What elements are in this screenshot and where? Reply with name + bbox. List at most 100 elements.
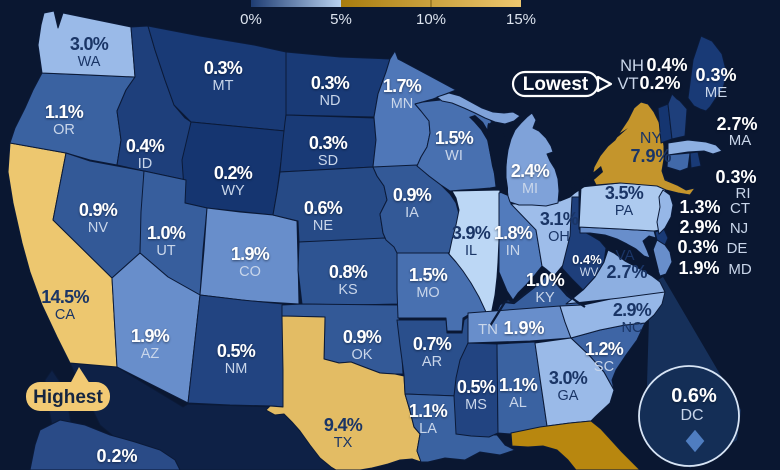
svg-text:1.1%: 1.1%: [499, 375, 538, 395]
svg-text:CA: CA: [55, 307, 75, 323]
svg-text:AZ: AZ: [141, 346, 160, 362]
svg-text:ID: ID: [138, 156, 153, 172]
svg-text:0.3%: 0.3%: [204, 58, 243, 78]
svg-text:Lowest: Lowest: [523, 74, 589, 95]
svg-text:0.2%: 0.2%: [96, 446, 137, 466]
svg-text:15%: 15%: [506, 11, 536, 28]
svg-text:0.4%: 0.4%: [646, 55, 687, 75]
svg-text:AR: AR: [422, 354, 442, 370]
svg-text:0.4%: 0.4%: [572, 252, 602, 267]
svg-text:NJ: NJ: [730, 220, 748, 237]
svg-text:UT: UT: [156, 243, 175, 259]
svg-text:14.5%: 14.5%: [41, 287, 89, 307]
svg-text:DC: DC: [680, 407, 703, 424]
svg-text:PA: PA: [615, 203, 634, 219]
svg-text:NH: NH: [620, 57, 644, 75]
svg-text:ME: ME: [705, 84, 728, 101]
svg-text:1.9%: 1.9%: [131, 326, 170, 346]
svg-text:0.3%: 0.3%: [715, 167, 756, 187]
svg-text:0.3%: 0.3%: [695, 65, 736, 85]
svg-text:IL: IL: [465, 243, 477, 259]
svg-text:NC: NC: [622, 320, 643, 336]
svg-text:0.6%: 0.6%: [304, 198, 343, 218]
svg-text:TN: TN: [478, 321, 498, 338]
svg-text:AL: AL: [509, 395, 527, 411]
svg-text:RI: RI: [736, 185, 751, 202]
svg-text:1.2%: 1.2%: [585, 339, 624, 359]
svg-text:0.2%: 0.2%: [214, 163, 253, 183]
svg-text:OH: OH: [548, 229, 570, 245]
svg-text:0.3%: 0.3%: [311, 73, 350, 93]
svg-text:0.6%: 0.6%: [671, 385, 717, 407]
svg-text:1.1%: 1.1%: [409, 401, 448, 421]
svg-text:1.0%: 1.0%: [526, 270, 565, 290]
svg-text:IN: IN: [506, 243, 521, 259]
svg-text:2.9%: 2.9%: [613, 300, 652, 320]
svg-text:0.9%: 0.9%: [393, 185, 432, 205]
svg-text:Highest: Highest: [33, 387, 103, 408]
svg-text:1.9%: 1.9%: [678, 258, 719, 278]
svg-text:1.7%: 1.7%: [383, 76, 422, 96]
svg-text:LA: LA: [419, 421, 437, 437]
svg-text:0.3%: 0.3%: [309, 133, 348, 153]
svg-text:1.9%: 1.9%: [503, 318, 544, 338]
svg-text:3.9%: 3.9%: [452, 223, 491, 243]
svg-text:WV: WV: [580, 267, 599, 279]
svg-text:IA: IA: [405, 205, 419, 221]
svg-text:0.5%: 0.5%: [217, 341, 256, 361]
svg-text:2.9%: 2.9%: [679, 217, 720, 237]
svg-text:9.4%: 9.4%: [324, 415, 363, 435]
svg-text:ND: ND: [320, 93, 341, 109]
svg-text:MA: MA: [729, 132, 752, 149]
svg-text:0.4%: 0.4%: [126, 136, 165, 156]
svg-text:NV: NV: [88, 220, 108, 236]
svg-text:SD: SD: [318, 153, 338, 169]
svg-text:1.1%: 1.1%: [45, 102, 84, 122]
svg-text:OK: OK: [352, 347, 373, 363]
svg-text:7.9%: 7.9%: [630, 146, 671, 166]
svg-text:VT: VT: [617, 75, 638, 93]
svg-text:MD: MD: [728, 261, 751, 278]
svg-text:MS: MS: [465, 397, 487, 413]
svg-text:1.3%: 1.3%: [679, 197, 720, 217]
svg-text:MI: MI: [522, 181, 538, 197]
svg-text:1.9%: 1.9%: [231, 244, 270, 264]
svg-text:MT: MT: [213, 78, 234, 94]
svg-text:5%: 5%: [330, 11, 352, 28]
svg-text:0.8%: 0.8%: [329, 262, 368, 282]
svg-text:VA: VA: [616, 247, 635, 264]
svg-text:2.7%: 2.7%: [716, 114, 757, 134]
svg-text:KY: KY: [535, 290, 555, 306]
svg-text:NM: NM: [225, 361, 248, 377]
svg-text:KS: KS: [338, 282, 357, 298]
svg-text:MO: MO: [416, 285, 439, 301]
svg-text:3.0%: 3.0%: [549, 368, 588, 388]
svg-text:0.9%: 0.9%: [343, 327, 382, 347]
svg-text:0.3%: 0.3%: [677, 237, 718, 257]
svg-text:0.2%: 0.2%: [639, 73, 680, 93]
svg-text:1.0%: 1.0%: [147, 223, 186, 243]
svg-text:1.8%: 1.8%: [494, 223, 533, 243]
svg-text:OR: OR: [53, 122, 75, 138]
svg-text:3.5%: 3.5%: [605, 183, 644, 203]
svg-text:MN: MN: [391, 96, 414, 112]
svg-text:DE: DE: [727, 240, 748, 257]
svg-text:0.5%: 0.5%: [457, 377, 496, 397]
svg-text:CT: CT: [730, 200, 750, 217]
svg-text:SC: SC: [594, 359, 614, 375]
svg-text:TX: TX: [334, 435, 353, 451]
svg-text:3.0%: 3.0%: [70, 34, 109, 54]
svg-text:WA: WA: [78, 54, 101, 70]
svg-text:GA: GA: [558, 388, 579, 404]
svg-text:10%: 10%: [416, 11, 446, 28]
svg-text:1.5%: 1.5%: [409, 265, 448, 285]
svg-text:0.9%: 0.9%: [79, 200, 118, 220]
svg-text:WY: WY: [221, 183, 245, 199]
svg-text:2.7%: 2.7%: [606, 262, 647, 282]
svg-text:NY: NY: [640, 130, 663, 147]
svg-text:WI: WI: [445, 148, 463, 164]
svg-text:NE: NE: [313, 218, 333, 234]
svg-text:3.1%: 3.1%: [540, 209, 579, 229]
svg-text:2.4%: 2.4%: [511, 161, 550, 181]
svg-text:0%: 0%: [240, 11, 262, 28]
